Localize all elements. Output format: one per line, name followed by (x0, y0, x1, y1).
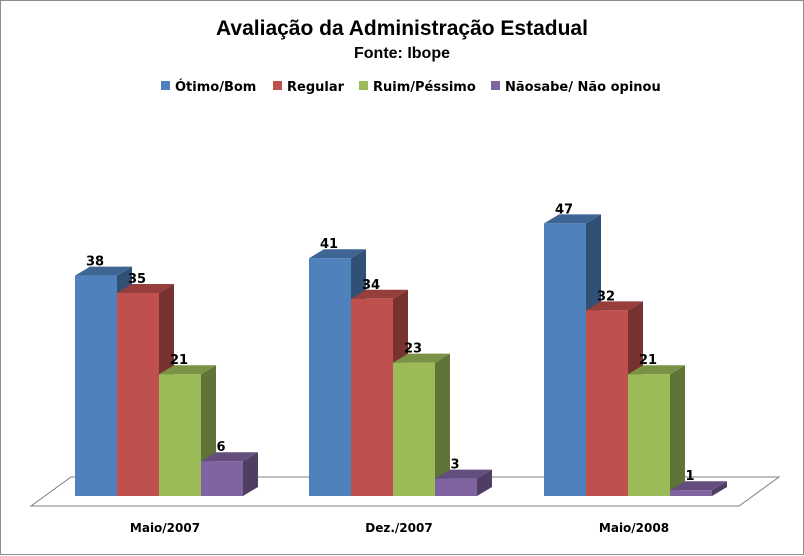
legend-label: Ótimo/Bom (175, 79, 256, 95)
bars (75, 214, 727, 496)
bar-front (670, 490, 712, 496)
bar-top (628, 365, 685, 375)
bar-top (117, 284, 174, 293)
data-labels: 38 35 21 6 41 34 23 3 47 32 21 1 (86, 202, 695, 484)
bar (393, 353, 450, 496)
bar-top (393, 353, 450, 363)
bar (544, 214, 601, 496)
bar-side (477, 469, 492, 496)
bar-side (712, 481, 727, 496)
bar-front (309, 258, 351, 496)
bar-side (435, 353, 450, 496)
chart-title: Avaliação da Administração Estadual (216, 17, 588, 40)
data-label: 47 (555, 202, 573, 217)
bar (351, 289, 408, 496)
category-labels: Maio/2007 Dez./2007 Maio/2008 (130, 521, 669, 535)
data-label: 1 (685, 469, 694, 484)
data-label: 23 (404, 342, 422, 357)
data-label: 6 (216, 440, 225, 455)
bar-side (243, 452, 258, 496)
bar-front (201, 461, 243, 496)
bar (201, 452, 258, 496)
data-label: 34 (362, 278, 380, 293)
bar-top (159, 365, 216, 375)
legend-swatch (359, 81, 368, 90)
bar (670, 481, 727, 496)
bar-front (159, 374, 201, 496)
category-label: Maio/2008 (599, 521, 669, 535)
legend-swatch (161, 81, 170, 90)
bar-front (435, 478, 477, 496)
bar-front (351, 298, 393, 496)
bar-front (628, 374, 670, 496)
bar-front (393, 362, 435, 496)
legend-label: Nãosabe/ Não opinou (505, 80, 661, 95)
bar (628, 365, 685, 496)
bar-front (544, 223, 586, 496)
bar-top (351, 289, 408, 299)
bar-top (75, 266, 132, 276)
bar-top (586, 301, 643, 311)
bar-front (75, 275, 117, 496)
bar-top (309, 249, 366, 259)
chart-subtitle: Fonte: Ibope (354, 45, 450, 62)
bar-top (201, 452, 258, 462)
bar-top (670, 481, 727, 491)
data-label: 21 (639, 353, 657, 368)
bar-front (586, 310, 628, 496)
data-label: 41 (320, 237, 338, 252)
data-label: 32 (597, 289, 615, 304)
data-label: 3 (450, 458, 459, 473)
data-label: 21 (170, 353, 188, 368)
bar (435, 469, 492, 496)
legend: Ótimo/Bom Regular Ruim/Péssimo Nãosabe/ Não… (161, 79, 661, 95)
bar-side (670, 365, 685, 496)
bar-front (117, 293, 159, 496)
bar-top (435, 469, 492, 479)
bar-top (544, 214, 601, 224)
legend-label: Regular (287, 80, 345, 95)
legend-swatch (273, 81, 282, 90)
category-label: Maio/2007 (130, 521, 200, 535)
category-label: Dez./2007 (365, 521, 432, 535)
legend-swatch (491, 81, 500, 90)
legend-label: Ruim/Péssimo (373, 80, 476, 95)
data-label: 38 (86, 255, 104, 270)
data-label: 35 (128, 272, 146, 287)
